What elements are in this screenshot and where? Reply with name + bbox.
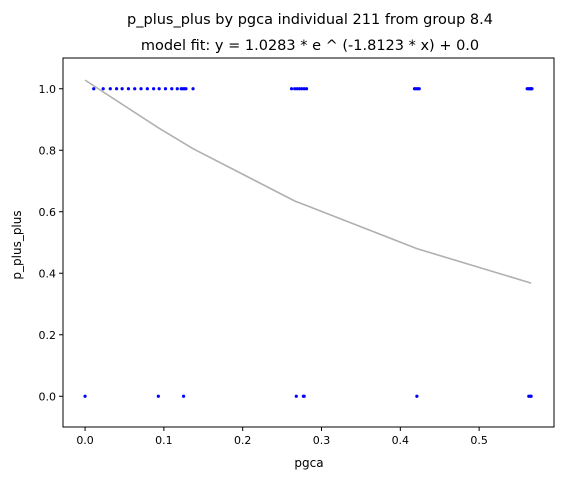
data-point bbox=[101, 87, 105, 91]
data-point bbox=[157, 87, 161, 91]
y-tick-label: 0.6 bbox=[39, 206, 57, 219]
data-point bbox=[92, 87, 96, 91]
data-point bbox=[529, 394, 533, 398]
x-tick-label: 0.3 bbox=[313, 434, 331, 447]
x-tick-label: 0.0 bbox=[76, 434, 94, 447]
fit-line bbox=[84, 79, 532, 284]
y-tick-label: 0.0 bbox=[39, 390, 57, 403]
data-point bbox=[304, 87, 309, 91]
data-point bbox=[108, 87, 112, 91]
chart-subtitle: model fit: y = 1.0283 * e ^ (-1.8123 * x… bbox=[141, 38, 479, 54]
data-point bbox=[152, 87, 156, 91]
plot-frame bbox=[62, 57, 555, 428]
data-point bbox=[302, 87, 306, 91]
data-point bbox=[302, 394, 306, 398]
data-point bbox=[300, 87, 304, 91]
data-point bbox=[156, 394, 160, 398]
data-point bbox=[297, 87, 302, 91]
data-point bbox=[530, 87, 534, 91]
data-point bbox=[126, 87, 131, 91]
y-tick-label: 1.0 bbox=[39, 83, 57, 96]
x-tick-label: 0.5 bbox=[470, 434, 488, 447]
x-tick-label: 0.4 bbox=[392, 434, 410, 447]
x-tick-label: 0.1 bbox=[155, 434, 173, 447]
data-point bbox=[417, 87, 421, 91]
data-point bbox=[114, 87, 119, 91]
data-point bbox=[175, 87, 179, 91]
data-point bbox=[133, 87, 137, 91]
chart-title: p_plus_plus by pgca individual 211 from … bbox=[127, 12, 493, 28]
x-axis-label: pgca bbox=[294, 456, 323, 470]
data-point bbox=[289, 87, 294, 91]
data-point bbox=[163, 87, 168, 91]
data-point bbox=[139, 87, 143, 91]
y-tick-label: 0.8 bbox=[39, 144, 57, 157]
data-point bbox=[191, 87, 195, 91]
data-point bbox=[120, 87, 124, 91]
y-tick-label: 0.4 bbox=[39, 267, 57, 280]
data-point bbox=[293, 87, 297, 91]
data-point bbox=[295, 87, 299, 91]
y-tick-label: 0.2 bbox=[39, 329, 57, 342]
x-tick-label: 0.2 bbox=[234, 434, 252, 447]
data-point bbox=[145, 87, 149, 91]
plot-area: 0.0 0.1 0.2 0.3 0.4 0.5 0.0 0.2 0.4 0.6 0.8 1.0 bbox=[39, 57, 555, 447]
data-point bbox=[184, 87, 188, 91]
data-point bbox=[294, 394, 298, 398]
data-point bbox=[181, 394, 186, 398]
data-point bbox=[415, 394, 419, 398]
data-point bbox=[170, 87, 174, 91]
data-point bbox=[83, 394, 87, 398]
y-axis-label: p_plus_plus bbox=[10, 210, 24, 279]
